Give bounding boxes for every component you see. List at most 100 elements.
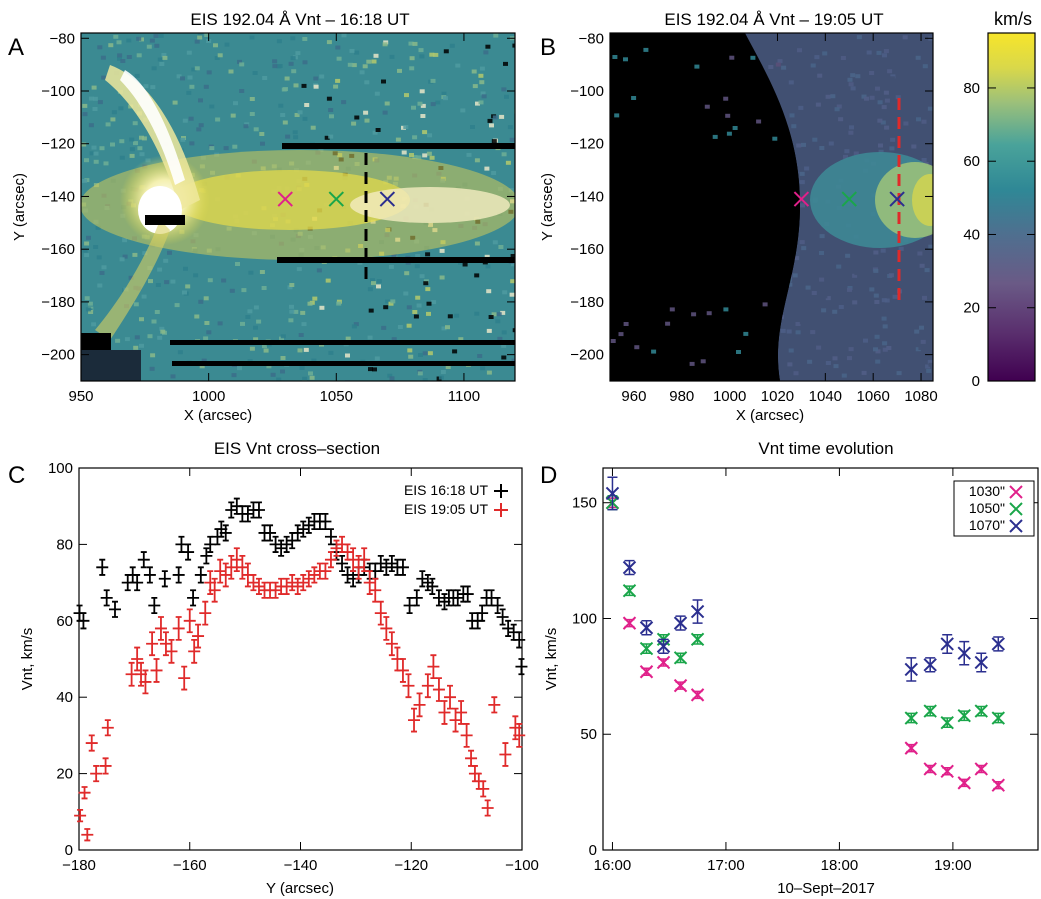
noise-pixel xyxy=(389,376,395,381)
noise-pixel xyxy=(479,66,485,71)
data-point-series-2 xyxy=(199,600,212,626)
data-point-series-2 xyxy=(252,577,265,595)
panel-b-ylabel: Y (arcsec) xyxy=(539,173,556,241)
panel-c-ylabel: Vnt, km/s xyxy=(19,628,36,691)
y-tick-label: −200 xyxy=(570,347,604,364)
noise-pixel xyxy=(503,61,508,66)
noise-pixel xyxy=(445,325,450,330)
noise-pixel xyxy=(221,278,227,283)
noise-pixel xyxy=(261,286,267,290)
panel-d-ticks: 16:00 17:00 18:00 19:00 0 50 100 150 xyxy=(572,468,1038,874)
data-point-series-2 xyxy=(455,700,468,725)
data-point-series-2 xyxy=(131,646,144,672)
noise-pixel xyxy=(133,141,138,146)
noise-pixel xyxy=(499,114,505,119)
noise-pixel xyxy=(498,245,504,249)
data-point-series-2 xyxy=(385,631,398,657)
noise-pixel xyxy=(478,100,484,105)
noise-pixel xyxy=(425,252,431,257)
noise-pixel xyxy=(278,103,284,108)
noise-pixel xyxy=(303,347,309,352)
noise-pixel xyxy=(243,124,249,129)
noise-pixel xyxy=(217,53,223,58)
noise-pixel xyxy=(634,345,640,350)
data-point-series-2 xyxy=(188,639,201,664)
error-bar-series-2 xyxy=(993,712,1004,724)
noise-pixel xyxy=(172,100,178,105)
noise-pixel xyxy=(349,48,355,53)
noise-pixel xyxy=(298,333,304,337)
noise-pixel xyxy=(280,356,286,360)
noise-pixel xyxy=(501,330,507,335)
noise-pixel xyxy=(96,255,102,260)
noise-pixel xyxy=(418,353,423,357)
noise-pixel xyxy=(454,313,460,318)
noise-pixel xyxy=(149,366,155,371)
noise-pixel xyxy=(363,110,369,115)
noise-pixel xyxy=(408,41,414,46)
noise-pixel xyxy=(367,287,373,292)
noise-pixel xyxy=(404,93,409,98)
noise-pixel xyxy=(371,281,376,286)
noise-pixel xyxy=(382,110,388,115)
noise-pixel xyxy=(134,73,140,78)
error-bar-series-1 xyxy=(641,667,652,676)
noise-pixel xyxy=(241,288,247,293)
data-point-series-2 xyxy=(369,577,382,603)
noise-pixel xyxy=(139,317,144,322)
noise-pixel xyxy=(483,50,489,55)
x-tick-label: 18:00 xyxy=(821,857,859,874)
data-point-series-1 xyxy=(341,566,354,584)
noise-pixel xyxy=(198,123,204,128)
noise-pixel xyxy=(237,59,242,64)
noise-pixel xyxy=(276,39,282,44)
noise-pixel xyxy=(416,303,422,308)
noise-pixel xyxy=(368,367,373,372)
panel-a-heatmap xyxy=(81,33,515,381)
noise-pixel xyxy=(147,334,153,339)
noise-pixel xyxy=(302,60,308,65)
noise-pixel xyxy=(287,285,293,290)
noise-pixel xyxy=(122,254,128,259)
noise-pixel xyxy=(170,374,176,379)
noise-pixel xyxy=(341,100,347,105)
noise-pixel xyxy=(206,70,212,75)
noise-pixel xyxy=(249,346,255,351)
noise-pixel xyxy=(97,100,103,105)
data-point-series-1 xyxy=(461,585,474,603)
noise-pixel xyxy=(426,301,432,306)
x-tick-label: 1100 xyxy=(448,388,480,405)
panel-b-markers xyxy=(793,191,905,207)
data-point-series-1 xyxy=(73,604,86,622)
y-tick-label: 0 xyxy=(65,842,73,859)
data-point-series-1 xyxy=(291,524,304,542)
panel-d-plot: 16:00 17:00 18:00 19:00 0 50 100 150 1030" 1050… xyxy=(572,467,1039,874)
colorbar-tick-label: 20 xyxy=(963,300,980,317)
noise-pixel xyxy=(474,241,480,246)
y-tick-label: 60 xyxy=(56,613,73,630)
noise-pixel xyxy=(373,53,379,58)
noise-pixel xyxy=(336,301,342,306)
data-point-series-2 xyxy=(172,616,185,641)
marker-magenta xyxy=(277,191,293,207)
data-point-series-2 xyxy=(280,577,293,595)
noise-pixel xyxy=(167,250,172,255)
noise-pixel xyxy=(247,309,253,314)
noise-pixel xyxy=(280,113,286,117)
noise-pixel xyxy=(474,311,480,316)
noise-pixel xyxy=(381,325,387,330)
data-point-series-1 xyxy=(374,554,387,573)
marker-magenta xyxy=(793,191,810,207)
noise-pixel xyxy=(359,70,365,75)
noise-pixel xyxy=(155,283,161,287)
noise-pixel xyxy=(416,155,422,160)
data-point-series-2 xyxy=(499,742,512,767)
data-point-series-1 xyxy=(280,535,293,553)
noise-pixel xyxy=(382,42,388,47)
data-point-series-2 xyxy=(509,715,522,741)
noise-pixel xyxy=(487,118,493,123)
noise-pixel xyxy=(194,39,200,44)
panel-c-title: EIS Vnt cross–section xyxy=(214,439,380,458)
noise-pixel xyxy=(430,102,436,107)
noise-pixel xyxy=(725,113,731,118)
